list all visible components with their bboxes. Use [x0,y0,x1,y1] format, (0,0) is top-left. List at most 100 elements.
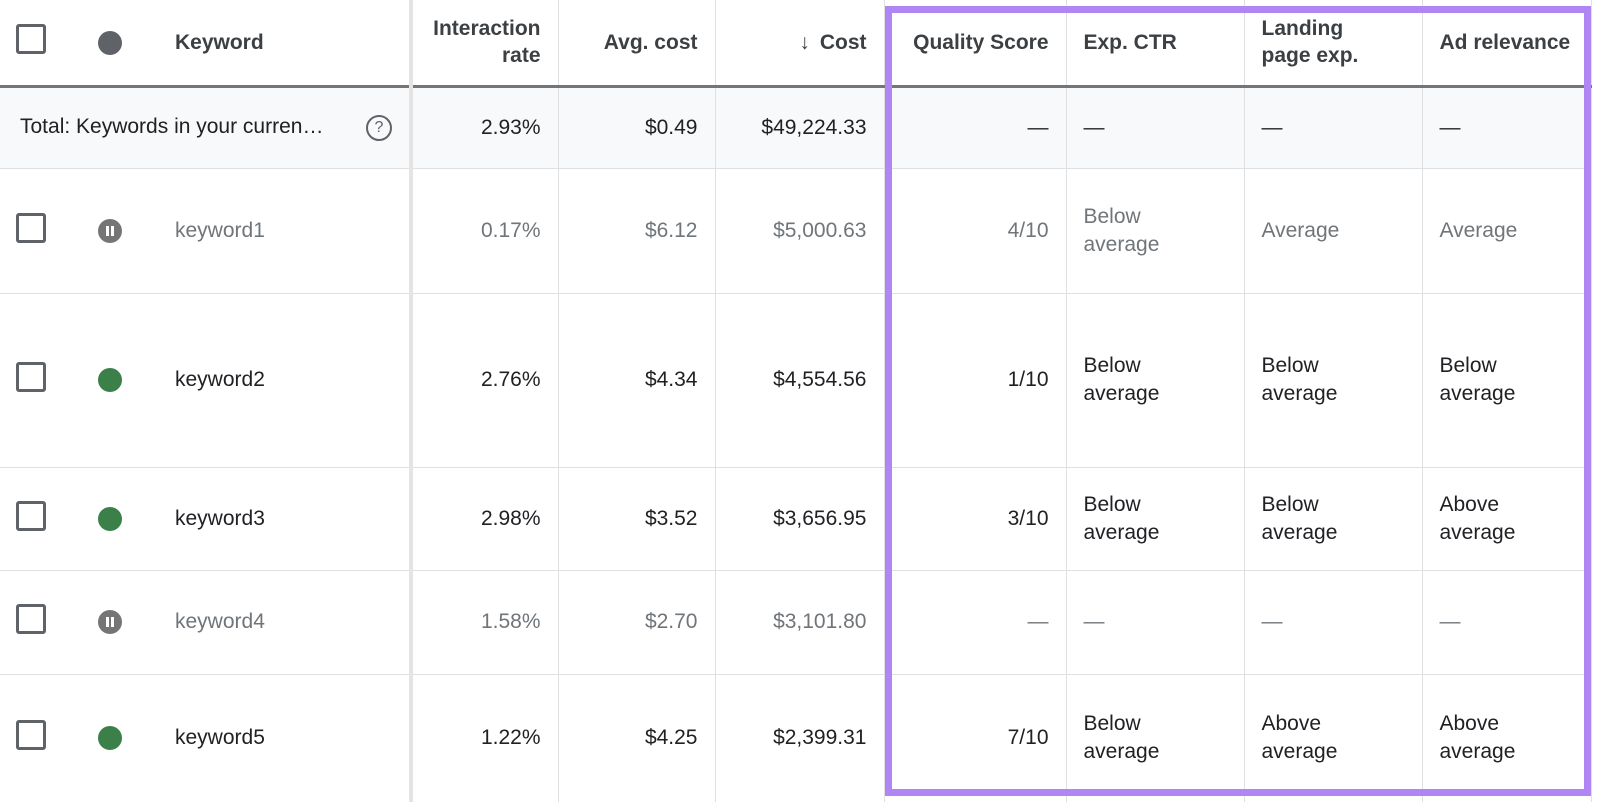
status-icon [97,726,122,751]
help-icon[interactable]: ? [366,114,392,141]
keyword[interactable]: keyword2 [158,293,413,468]
row-checkbox[interactable] [0,674,61,802]
header-text: Landing page exp. [1261,17,1359,68]
cell-text: — [1439,610,1461,633]
cell: Below average [1066,293,1245,468]
column-header[interactable]: Landing page exp. [1244,0,1423,88]
cell: $3,101.80 [715,570,885,675]
cell-text: — [1027,610,1049,633]
keyword-row: keyword4 1.58% $2.70 $3,101.80 — — — — [0,570,1592,675]
row-checkbox[interactable] [0,168,61,294]
cell-text: $3.52 [644,506,698,530]
row-checkbox[interactable] [0,467,61,571]
cell-text: 2.76% [480,368,541,391]
cell-text: Below average [1439,354,1516,405]
cell-text: — [1083,610,1105,633]
cell-text: Below average [1083,204,1160,256]
cell-text: — [1261,610,1283,633]
cell: $0.49 [558,86,716,169]
cell-text: $3,656.95 [773,506,867,530]
cell-text: $2,399.31 [773,726,867,749]
cell-text: 3/10 [1007,506,1049,530]
cell: $3,656.95 [715,467,885,571]
keyword[interactable]: keyword5 [158,674,413,802]
column-header[interactable]: Interaction rate [411,0,559,88]
cell: $5,000.63 [715,168,885,294]
status [61,293,158,468]
status-icon [97,218,122,243]
header-row: Keyword Interaction rate Avg. cost ↓ Cost… [0,0,1592,88]
cell-text: Below average [1083,712,1160,763]
cell: $3.52 [558,467,716,571]
keyword[interactable]: keyword4 [158,570,413,675]
keyword[interactable]: keyword3 [158,467,413,571]
cell: $4.25 [558,674,716,802]
cell-text: 2.98% [480,506,541,530]
checkbox[interactable] [15,604,46,634]
cell: Below average [1244,467,1423,571]
cell-text: Above average [1439,492,1516,544]
column-header[interactable]: Ad relevance [1422,0,1592,88]
keyword-row: keyword5 1.22% $4.25 $2,399.31 7/10 Below ave… [0,674,1592,802]
cell-text: $4.34 [644,368,698,391]
select-all[interactable] [0,0,61,88]
cell: Average [1422,168,1592,294]
cell: 0.17% [411,168,559,294]
cell: Below average [1422,293,1592,468]
status [61,570,158,675]
checkbox[interactable] [15,720,46,750]
cell: Above average [1244,674,1423,802]
cell-text: Below average [1083,492,1160,544]
total-text: Total: Keywords in your curren… [20,114,324,138]
cell: $49,224.33 [715,86,885,169]
keyword[interactable]: keyword1 [158,168,413,294]
status-icon [97,610,122,635]
cell: — [1244,570,1423,675]
cell: 1.22% [411,674,559,802]
cell-text: Average [1261,218,1340,242]
cell-text: Above average [1439,712,1516,763]
cell: 1.58% [411,570,559,675]
cell: Average [1244,168,1423,294]
status [61,168,158,294]
cell-text: $4,554.56 [773,368,867,391]
cell-text: $4.25 [644,726,698,749]
checkbox[interactable] [15,212,46,243]
cell-text: 1.58% [480,610,541,633]
cell-text: $5,000.63 [773,218,867,242]
checkbox[interactable] [15,362,46,392]
cell: 7/10 [884,674,1067,802]
cell: — [1244,86,1423,169]
cell-text: 0.17% [480,218,541,242]
cell-text: Average [1439,218,1518,242]
checkbox[interactable] [15,500,46,531]
cell-text: Below average [1083,354,1160,405]
row-checkbox[interactable] [0,293,61,468]
status-header [61,0,158,88]
total-label: Total: Keywords in your curren…? [0,86,413,169]
keyword-row: keyword1 0.17% $6.12 $5,000.63 4/10 Below ave… [0,168,1592,294]
cell: $4.34 [558,293,716,468]
cell: $2.70 [558,570,716,675]
cell: — [1066,86,1245,169]
cell: Above average [1422,674,1592,802]
column-header[interactable]: Keyword [158,0,413,88]
cell: $6.12 [558,168,716,294]
status [61,674,158,802]
cell: Below average [1066,674,1245,802]
cell-text: 1/10 [1007,368,1049,391]
keyword-row: keyword3 2.98% $3.52 $3,656.95 3/10 Below ave… [0,467,1592,571]
status-icon [97,506,122,531]
row-checkbox[interactable] [0,570,61,675]
cell-text: $2.70 [644,610,698,633]
column-header[interactable]: ↓ Cost [715,0,885,88]
status-icon [97,368,122,393]
keyword-row: keyword2 2.76% $4.34 $4,554.56 1/10 Below ave… [0,293,1592,468]
cell: 1/10 [884,293,1067,468]
column-header[interactable]: Quality Score [884,0,1067,88]
column-header[interactable]: Exp. CTR [1066,0,1245,88]
column-header[interactable]: Avg. cost [558,0,716,88]
